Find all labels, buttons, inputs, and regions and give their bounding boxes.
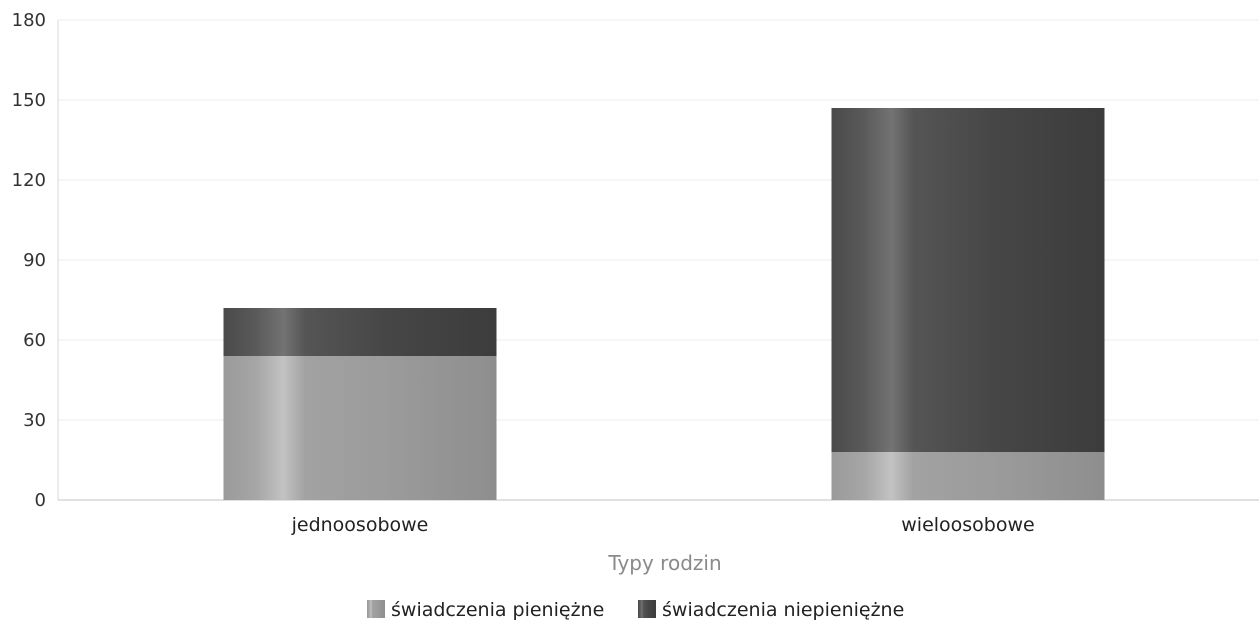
legend-swatch [367, 600, 385, 618]
bar-swiadczenia-pieniezne-wieloosobowe [831, 452, 1105, 500]
legend-label: świadczenia pieniężne [391, 599, 604, 621]
bar-swiadczenia-niepieniezne-jednoosobowe [223, 308, 497, 356]
y-tick-label: 180 [12, 10, 46, 31]
y-tick-label: 60 [23, 330, 46, 351]
bar-swiadczenia-niepieniezne-wieloosobowe [831, 108, 1105, 452]
legend-label: świadczenia niepieniężne [662, 599, 904, 621]
x-tick-label: wieloosobowe [901, 514, 1034, 536]
y-tick-label: 90 [23, 250, 46, 271]
y-tick-label: 0 [35, 490, 46, 511]
legend: świadczenia pieniężne świadczenia niepien… [367, 599, 904, 621]
bars [223, 108, 1105, 500]
y-tick-label: 120 [12, 170, 46, 191]
bar-swiadczenia-pieniezne-jednoosobowe [223, 356, 497, 500]
y-tick-label: 150 [12, 90, 46, 111]
axis-labels: 0 30 60 90 120 150 180 jednoosobowe wieloosobowe [12, 10, 1035, 536]
legend-swatch [638, 600, 656, 618]
x-axis-title: Typy rodzin [607, 551, 721, 575]
y-tick-label: 30 [23, 410, 46, 431]
x-tick-label: jednoosobowe [291, 514, 429, 536]
